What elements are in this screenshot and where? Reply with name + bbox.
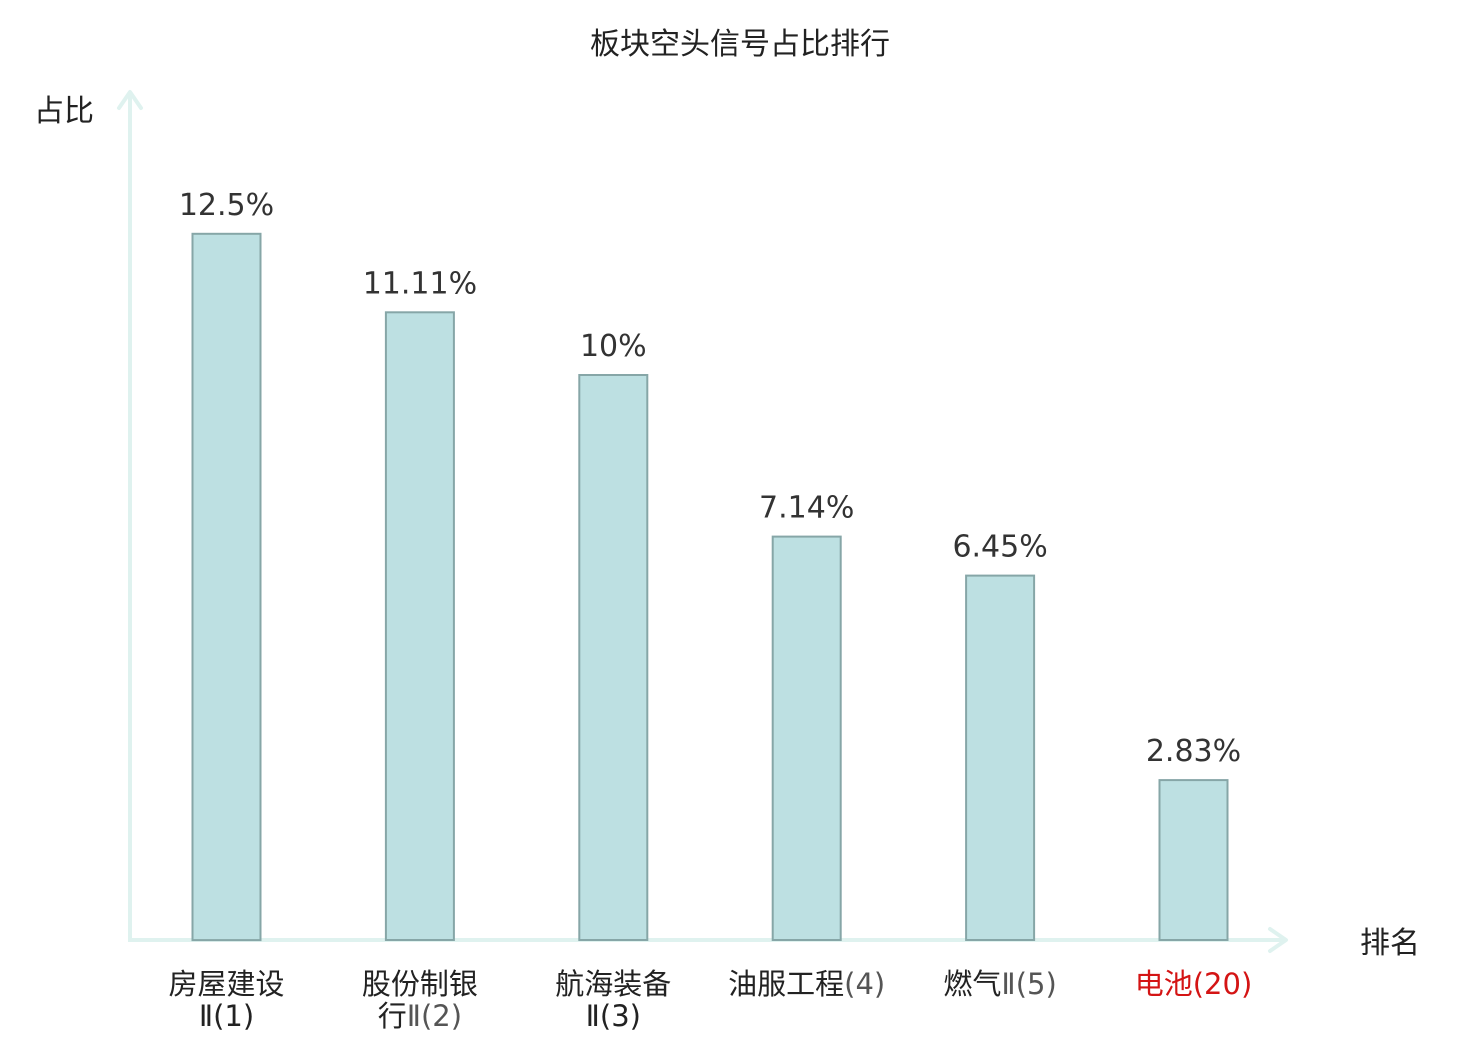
- bar: [384, 311, 455, 941]
- x-tick-label: 行Ⅱ(2): [378, 999, 462, 1033]
- x-tick-label: Ⅱ(3): [586, 999, 641, 1033]
- axes: [117, 90, 1288, 953]
- value-labels-group: 12.5% 11.11% 10% 7.14% 6.45% 2.83%: [179, 188, 1241, 769]
- bar-value-label: 6.45%: [952, 530, 1047, 565]
- y-axis-label: 占比: [34, 94, 94, 129]
- bar: [578, 374, 649, 941]
- bar: [191, 232, 262, 942]
- bar-value-label: 2.83%: [1146, 734, 1241, 769]
- x-tick-label: 油服工程(4): [728, 967, 885, 1001]
- x-tick-label: 股份制银: [362, 967, 478, 1001]
- y-axis-arrow: [117, 90, 143, 110]
- bar-value-label: 11.11%: [363, 266, 477, 301]
- bar-value-label: 7.14%: [759, 491, 854, 526]
- bar-value-label: 10%: [580, 329, 647, 364]
- bar-value-label: 12.5%: [179, 188, 274, 223]
- bars-group: [191, 232, 1229, 942]
- x-axis-label: 排名: [1360, 926, 1420, 961]
- x-tick-label: 房屋建设: [168, 967, 284, 1001]
- x-tick-label: 电池(20): [1135, 967, 1253, 1001]
- x-axis-arrow: [1268, 927, 1288, 953]
- chart-title: 板块空头信号占比排行: [590, 27, 890, 62]
- bar: [771, 535, 842, 941]
- x-tick-label: Ⅱ(1): [199, 999, 254, 1033]
- x-tick-label: 航海装备: [555, 967, 671, 1001]
- x-tick-label: 燃气Ⅱ(5): [943, 967, 1056, 1001]
- bar: [965, 574, 1036, 941]
- bar: [1158, 779, 1229, 941]
